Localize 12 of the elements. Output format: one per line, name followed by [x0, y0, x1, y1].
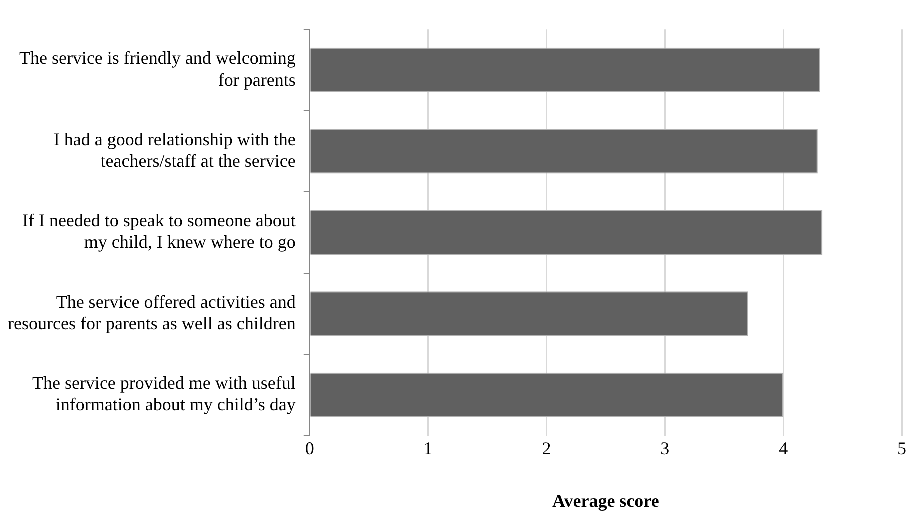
x-tick-label: 1: [424, 438, 433, 458]
x-tick-label: 3: [660, 438, 670, 458]
y-tick-label: The service is friendly and welcoming for parents: [19, 48, 296, 90]
x-tick-label: 5: [898, 438, 906, 458]
x-tick-label: 2: [542, 438, 552, 458]
y-tick-label: The service provided me with useful information about my child’s day: [32, 373, 296, 415]
x-tick-label: 4: [779, 438, 788, 458]
x-tick-label: 0: [305, 438, 314, 458]
x-axis-title: Average score: [552, 490, 660, 511]
y-tick-label: I had a good relationship with the teachers/staff at the service: [54, 129, 296, 171]
y-tick-label: If I needed to speak to someone about my child, I knew where to go: [22, 210, 296, 252]
y-tick-label: The service offered activities and resources for parents as well as children: [8, 292, 296, 334]
